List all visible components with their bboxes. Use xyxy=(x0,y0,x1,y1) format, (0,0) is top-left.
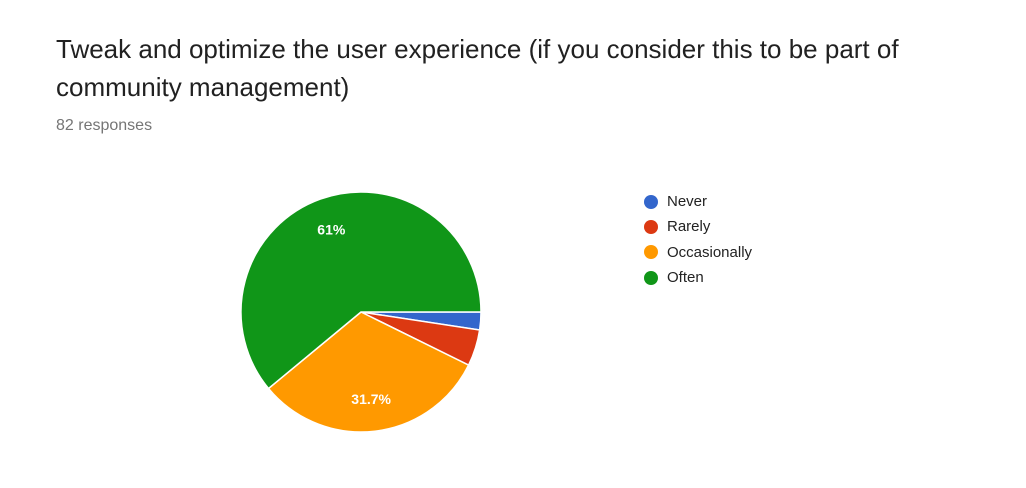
chart-title: Tweak and optimize the user experience (… xyxy=(56,34,899,102)
legend-label-rarely: Rarely xyxy=(667,218,711,236)
pie-label-often: 61% xyxy=(317,222,346,238)
pie-slices xyxy=(240,191,482,433)
legend-swatch-rarely xyxy=(644,219,658,234)
legend-item-rarely: Rarely xyxy=(644,214,752,239)
pie-label-occasionally: 31.7% xyxy=(351,391,391,407)
legend-swatch-occasionally xyxy=(644,245,658,260)
pie-slice-labels: 31.7% 61% xyxy=(317,222,391,407)
legend-item-never: Never xyxy=(644,189,752,214)
legend-item-often: Often xyxy=(644,265,752,290)
pie-slice-often xyxy=(240,191,482,390)
legend-swatch-often xyxy=(644,270,658,285)
legend-label-often: Often xyxy=(667,269,704,287)
legend-label-occasionally: Occasionally xyxy=(667,243,753,261)
legend-item-occasionally: Occasionally xyxy=(644,240,752,265)
legend-label-never: Never xyxy=(667,193,708,211)
legend: Never Rarely Occasionally Often xyxy=(644,189,752,290)
response-count: 82 responses xyxy=(56,117,153,134)
legend-swatch-never xyxy=(644,194,658,209)
pie-slice-occasionally xyxy=(267,311,470,433)
